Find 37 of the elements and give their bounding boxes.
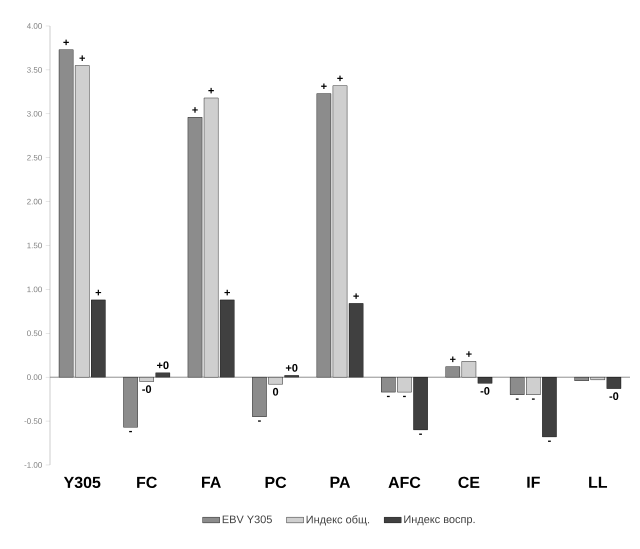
data-label: +: [208, 88, 214, 94]
x-tick-label: FA: [202, 476, 221, 488]
x-tick-label: Y305: [64, 476, 100, 488]
data-label: +: [79, 55, 85, 61]
data-label: -0: [142, 385, 152, 394]
x-tick-label: IF: [527, 476, 540, 488]
x-tick-label: FC: [137, 476, 157, 488]
data-label: 0: [272, 388, 278, 396]
data-label: +: [63, 40, 69, 46]
data-label: +: [353, 293, 359, 299]
data-label: +: [450, 356, 456, 362]
data-label: +0: [156, 361, 169, 370]
legend-label: Индекс воспр.: [404, 516, 475, 526]
data-label: +0: [286, 364, 298, 372]
x-tick-label: PA: [330, 476, 350, 488]
data-label: +: [466, 351, 472, 357]
x-tick-label: CE: [458, 476, 480, 488]
legend-label: Индекс общ.: [306, 515, 370, 526]
data-label: -: [386, 396, 390, 398]
data-label: -: [419, 434, 422, 435]
legend-label: EBV Y305: [222, 515, 272, 524]
data-label: +: [337, 76, 343, 82]
x-tick-label: AFC: [388, 476, 420, 488]
data-label: +: [96, 290, 102, 296]
data-label: -: [403, 396, 406, 398]
data-label: -: [129, 430, 132, 432]
x-tick-label: LL: [589, 476, 608, 488]
data-label: -: [258, 420, 261, 422]
data-label: +: [321, 83, 327, 90]
data-label: -: [532, 398, 535, 400]
data-label: -: [548, 440, 551, 442]
data-label: -0: [609, 392, 618, 400]
data-label: +: [224, 290, 230, 296]
data-label: +: [192, 107, 198, 113]
x-tick-label: PC: [266, 476, 286, 488]
data-label: -0: [480, 387, 490, 395]
data-label: -: [516, 398, 519, 400]
